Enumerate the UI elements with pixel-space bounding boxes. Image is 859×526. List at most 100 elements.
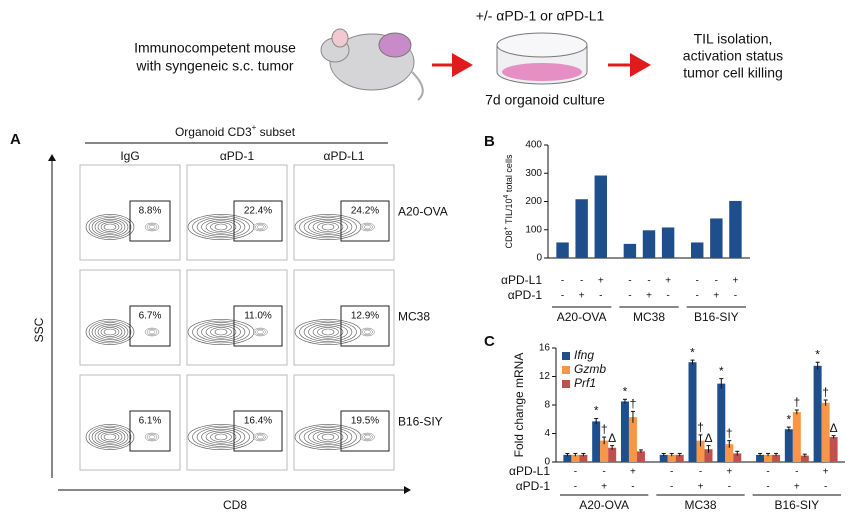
contour	[91, 217, 129, 237]
bar	[642, 230, 656, 258]
contour	[100, 432, 120, 442]
panel-label: B	[484, 133, 495, 150]
row-label: B16-SIY	[398, 415, 443, 429]
treatment-sign: -	[602, 467, 605, 478]
treatment-sign: -	[699, 467, 702, 478]
treatment-sign: -	[647, 276, 650, 287]
contour	[196, 427, 246, 447]
treatment-sign: -	[670, 482, 673, 493]
contour	[91, 322, 129, 342]
schematic-text: 7d organoid culture	[485, 92, 605, 108]
contour	[201, 428, 241, 446]
bar	[600, 440, 609, 462]
contour	[317, 432, 339, 442]
contour	[321, 328, 335, 336]
title-part: subset	[256, 125, 295, 139]
axis-label: SSC	[32, 317, 46, 342]
contour	[94, 218, 126, 236]
contour	[148, 224, 156, 230]
treatment-sign: -	[824, 482, 827, 493]
contour	[257, 434, 264, 440]
contour	[312, 325, 344, 339]
contour	[308, 218, 348, 236]
contour	[308, 428, 348, 446]
treatment-sign: -	[628, 291, 631, 302]
bar	[636, 451, 645, 462]
contour	[253, 432, 268, 442]
bar	[661, 227, 675, 258]
contour	[88, 215, 132, 239]
significance-mark: †	[697, 420, 704, 434]
contour	[214, 433, 228, 441]
contour	[148, 434, 156, 440]
contour	[91, 427, 129, 447]
bar	[784, 429, 793, 462]
legend-swatch	[562, 352, 570, 360]
gate-percent: 22.4%	[244, 206, 272, 217]
treatment-sign: -	[561, 276, 564, 287]
contour	[312, 220, 344, 234]
treatment-sign: +	[630, 467, 636, 478]
y-tick-label: 300	[525, 168, 542, 179]
bar	[772, 454, 781, 462]
contour	[299, 320, 357, 344]
label-part: +	[503, 226, 510, 230]
flow-plot	[186, 269, 288, 366]
treatment-sign: -	[574, 482, 577, 493]
bar	[829, 437, 838, 462]
contour	[103, 328, 117, 336]
bar	[792, 412, 801, 462]
significance-mark: *	[815, 347, 820, 361]
legend-label: Prf1	[574, 376, 596, 390]
gate-percent: 6.1%	[139, 416, 162, 427]
contour	[146, 433, 158, 441]
contour	[192, 425, 250, 449]
treatment-sign: +	[601, 482, 607, 493]
treatment-sign: -	[696, 276, 699, 287]
treatment-sign: +	[665, 276, 671, 287]
treatment-sign: -	[766, 482, 769, 493]
bar	[675, 454, 684, 462]
gate	[340, 200, 390, 242]
gate-percent: 8.8%	[139, 206, 162, 217]
bar	[813, 365, 822, 462]
contour	[255, 433, 266, 441]
y-tick-label: 200	[525, 196, 542, 207]
treatment-sign: +	[733, 276, 739, 287]
contour	[88, 320, 132, 344]
significance-mark: *	[719, 364, 724, 378]
gate-percent: 16.4%	[244, 416, 272, 427]
gate-percent: 12.9%	[351, 311, 379, 322]
contour	[146, 328, 158, 336]
axis-label: CD8	[223, 498, 247, 512]
contour	[187, 319, 255, 345]
contour	[205, 430, 237, 444]
column-label: αPD-1	[220, 149, 255, 163]
significance-mark: †	[601, 422, 608, 436]
gate-percent: 11.0%	[244, 311, 272, 322]
significance-mark: †	[726, 426, 733, 440]
significance-mark: *	[690, 345, 695, 359]
contour	[148, 329, 156, 335]
bar	[704, 449, 713, 462]
bar	[563, 454, 572, 462]
panel-label: A	[10, 131, 21, 148]
contour	[294, 319, 362, 345]
bar	[628, 417, 637, 462]
contour	[210, 432, 232, 442]
contour	[253, 327, 268, 337]
contour	[196, 322, 246, 342]
contour	[97, 325, 123, 339]
contour	[360, 222, 375, 232]
contour	[362, 433, 373, 441]
treatment-label: αPD-1	[516, 479, 551, 493]
contour	[364, 224, 371, 230]
label-part: 4	[503, 194, 510, 198]
contour	[360, 327, 375, 337]
column-label: αPD-L1	[324, 149, 365, 163]
y-tick-label: 0	[544, 457, 550, 468]
gate	[233, 200, 283, 242]
significance-mark: †	[822, 385, 829, 399]
bar	[729, 200, 742, 258]
significance-mark: Δ	[830, 421, 838, 435]
